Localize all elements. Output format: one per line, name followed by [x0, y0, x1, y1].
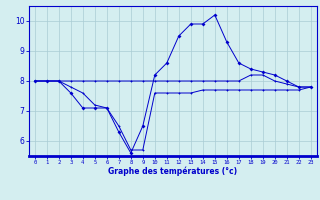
X-axis label: Graphe des températures (°c): Graphe des températures (°c): [108, 167, 237, 176]
